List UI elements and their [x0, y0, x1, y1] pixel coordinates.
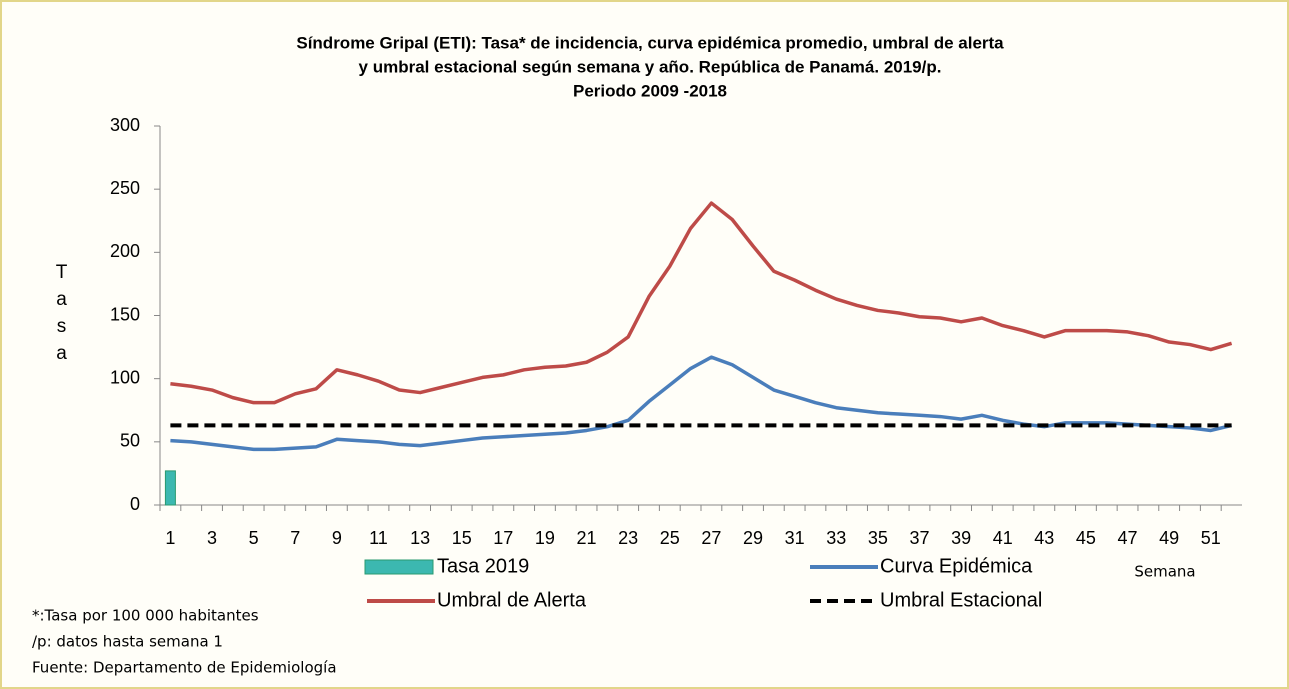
note: Fuente: Departamento de Epidemiología [32, 659, 337, 677]
x-tick-label: 11 [369, 528, 388, 548]
legend-label: Tasa 2019 [437, 555, 529, 577]
chart-title: y umbral estacional según semana y año. … [359, 57, 942, 76]
x-tick-label: 31 [785, 528, 805, 548]
y-tick-label: 200 [110, 241, 140, 261]
y-tick-label: 100 [110, 367, 140, 387]
bar [164, 470, 176, 506]
x-tick-label: 13 [410, 528, 430, 548]
x-tick-label: 33 [826, 528, 846, 548]
note: *:Tasa por 100 000 habitantes [32, 607, 259, 625]
x-tick-label: 19 [535, 528, 555, 548]
y-tick-label: 50 [120, 431, 140, 451]
legend-swatch [364, 559, 434, 575]
y-tick-label: 0 [130, 494, 140, 514]
x-tick-label: 21 [577, 528, 597, 548]
x-tick-label: 41 [993, 528, 1013, 548]
x-tick-label: 35 [868, 528, 888, 548]
legend-label: Umbral de Alerta [437, 589, 587, 611]
x-tick-label: 17 [493, 528, 513, 548]
x-tick-label: 51 [1201, 528, 1221, 548]
y-axis-label: Tasa [51, 262, 72, 370]
x-tick-label: 25 [660, 528, 680, 548]
x-tick-label: 45 [1076, 528, 1096, 548]
x-tick-label: 23 [618, 528, 638, 548]
x-tick-label: 1 [165, 528, 175, 548]
y-tick-label: 250 [110, 178, 140, 198]
y-tick-label: 300 [110, 115, 140, 135]
x-tick-label: 5 [249, 528, 259, 548]
x-axis-label: Semana [1134, 563, 1195, 581]
chart-title: Periodo 2009 -2018 [573, 81, 727, 100]
y-tick-label: 150 [110, 304, 140, 324]
legend-label: Umbral Estacional [880, 589, 1042, 611]
x-tick-label: 29 [743, 528, 763, 548]
x-tick-label: 37 [909, 528, 929, 548]
x-tick-label: 15 [452, 528, 472, 548]
x-tick-label: 9 [332, 528, 342, 548]
x-tick-label: 39 [951, 528, 971, 548]
legend-label: Curva Epidémica [880, 555, 1033, 577]
x-tick-label: 49 [1159, 528, 1179, 548]
x-tick-label: 43 [1034, 528, 1054, 548]
x-tick-label: 47 [1118, 528, 1138, 548]
x-tick-label: 3 [207, 528, 217, 548]
chart-title: Síndrome Gripal (ETI): Tasa* de incidenc… [296, 33, 1004, 52]
series-line [170, 201, 1233, 405]
note: /p: datos hasta semana 1 [32, 633, 223, 651]
x-tick-label: 27 [701, 528, 721, 548]
x-tick-label: 7 [290, 528, 300, 548]
